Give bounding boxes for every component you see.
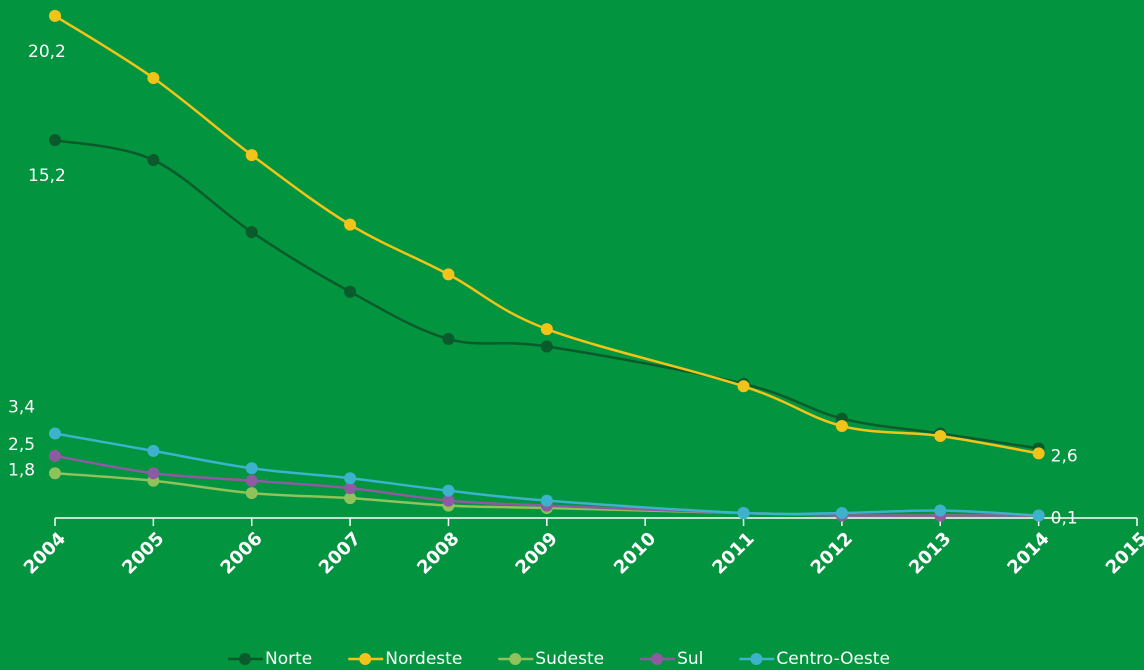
data-point xyxy=(147,72,160,85)
legend-label: Nordeste xyxy=(385,649,462,669)
x-tick-label: 2006 xyxy=(217,528,267,578)
data-label: 1,8 xyxy=(8,460,35,480)
data-point xyxy=(245,487,258,500)
data-point xyxy=(344,482,357,495)
legend-label: Sul xyxy=(677,649,703,669)
data-point xyxy=(245,474,258,487)
data-point xyxy=(49,449,61,462)
data-point xyxy=(934,429,947,442)
legend-item: Centro-Oeste xyxy=(739,649,890,669)
legend-item: Norte xyxy=(228,649,312,669)
data-point xyxy=(1032,447,1045,460)
data-point xyxy=(147,154,160,167)
data-point xyxy=(737,507,750,520)
data-point xyxy=(344,285,357,298)
legend-item: Sudeste xyxy=(498,649,604,669)
legend-marker xyxy=(359,653,372,665)
data-point xyxy=(1032,509,1045,522)
data-point xyxy=(147,444,160,457)
data-point xyxy=(442,494,455,507)
legend-label: Sudeste xyxy=(535,649,604,669)
legend-marker xyxy=(239,653,251,665)
x-tick-label: 2015 xyxy=(1102,528,1144,578)
data-label: 2,6 xyxy=(1051,446,1078,466)
data-point xyxy=(344,218,357,231)
x-tick-label: 2014 xyxy=(1003,528,1053,578)
x-tick-label: 2004 xyxy=(20,528,70,578)
data-point xyxy=(540,323,553,336)
legend-label: Centro-Oeste xyxy=(776,649,890,669)
data-point xyxy=(344,472,357,485)
x-tick-label: 2011 xyxy=(708,528,758,578)
data-point xyxy=(737,380,750,393)
series-line xyxy=(54,14,1039,455)
x-tick-label: 2010 xyxy=(610,528,660,578)
x-tick-label: 2007 xyxy=(315,528,365,578)
x-tick-label: 2012 xyxy=(807,528,857,578)
data-point xyxy=(442,484,455,497)
data-point xyxy=(49,134,61,147)
data-point xyxy=(344,492,357,505)
x-tick-label: 2008 xyxy=(413,528,463,578)
x-tick-label: 2009 xyxy=(512,528,562,578)
data-label: 3,4 xyxy=(8,397,35,417)
data-point xyxy=(540,340,553,353)
data-point xyxy=(835,420,848,433)
data-label: 15,2 xyxy=(28,166,66,186)
data-point xyxy=(49,427,61,440)
legend-label: Norte xyxy=(265,649,312,669)
legend-item: Sul xyxy=(640,649,703,669)
series-line xyxy=(54,432,1039,517)
data-point xyxy=(442,333,455,346)
x-tick-label: 2013 xyxy=(905,528,955,578)
data-point xyxy=(835,507,848,520)
data-point xyxy=(442,268,455,281)
x-tick-label: 2005 xyxy=(118,528,168,578)
data-point xyxy=(934,504,947,517)
data-label: 0,1 xyxy=(1051,509,1078,529)
legend-item: Nordeste xyxy=(348,649,462,669)
legend-marker xyxy=(509,653,522,665)
data-label: 2,5 xyxy=(8,435,35,455)
series-line xyxy=(54,454,1039,517)
data-point xyxy=(245,462,258,475)
data-label: 20,2 xyxy=(28,42,66,62)
data-point xyxy=(49,467,61,480)
legend-marker xyxy=(651,653,664,665)
data-point xyxy=(245,149,258,162)
legend-marker xyxy=(750,653,763,665)
data-point xyxy=(49,9,61,22)
data-point xyxy=(147,467,160,480)
series-line xyxy=(54,138,1039,450)
data-point xyxy=(245,226,258,239)
data-point xyxy=(540,494,553,507)
